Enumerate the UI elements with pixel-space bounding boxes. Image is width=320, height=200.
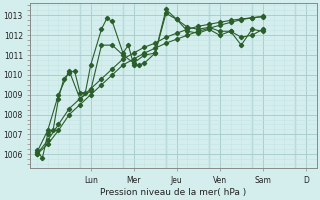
X-axis label: Pression niveau de la mer( hPa ): Pression niveau de la mer( hPa ) <box>100 188 247 197</box>
